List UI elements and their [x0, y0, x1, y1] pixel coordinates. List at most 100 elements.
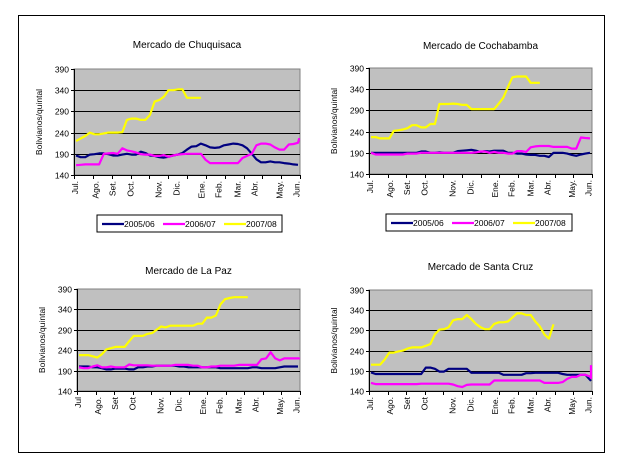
y-tick-label: 240 — [350, 128, 364, 138]
plot-area — [368, 67, 593, 175]
x-tick-label: Mar. — [526, 397, 536, 414]
x-tick-label: Oct. — [420, 180, 430, 196]
series-line-2006-07 — [78, 351, 301, 370]
y-tick-label: 190 — [55, 150, 69, 160]
legend-box — [96, 214, 283, 233]
y-tick-label: 190 — [350, 149, 364, 159]
x-tick-label: Abr. — [542, 397, 552, 412]
x-tick-label: Nov. — [156, 397, 166, 414]
y-tick-label: 290 — [58, 326, 72, 336]
x-tick-label: Oct. — [125, 181, 135, 197]
y-tick-label: 290 — [55, 107, 69, 117]
x-tick-label: Dic. — [173, 397, 183, 412]
series-line-2007-08 — [371, 312, 555, 366]
chart-title: Mercado de Chuquisaca — [133, 40, 242, 51]
x-tick-label: Nov. — [154, 181, 164, 198]
y-tick-label: 340 — [350, 306, 364, 316]
y-tick-label: 340 — [58, 305, 72, 315]
x-tick-label: May. — [567, 180, 577, 198]
x-tick-label: Abr. — [250, 397, 260, 412]
x-tick-label: Jun. — [584, 180, 594, 196]
legend-label: 2007/08 — [246, 219, 277, 229]
legend-label: 2006/07 — [185, 219, 216, 229]
x-tick-label: Ene. — [197, 181, 207, 199]
x-tick-label: Jul. — [365, 397, 375, 410]
series-line-2005-06 — [75, 142, 299, 166]
x-tick-label: Ago. — [93, 397, 103, 415]
x-tick-label: Ene. — [490, 397, 500, 415]
x-tick-label: May. — [275, 181, 285, 199]
x-tick-label: Jun. — [291, 181, 301, 197]
x-tick-label: Abr. — [542, 180, 552, 195]
y-tick-label: 140 — [55, 171, 69, 181]
legend: 2005/06 2006/07 2007/08 — [385, 213, 573, 232]
y-tick-label: 140 — [350, 170, 364, 180]
x-tick-label: Set — [110, 396, 120, 409]
x-tick-label: May. — [275, 397, 285, 415]
x-tick-label: Set — [402, 396, 412, 409]
y-tick-label: 390 — [58, 285, 72, 295]
series-line-2007-08 — [75, 88, 201, 143]
legend: 2005/06 2006/07 2007/08 — [96, 214, 283, 233]
y-tick-label: 190 — [350, 367, 364, 377]
x-tick-label: Oct — [128, 396, 138, 410]
legend-label: 2005/06 — [124, 219, 155, 229]
x-tick-label: Nov. — [448, 397, 458, 414]
y-axis-label: Bolivianos/quintal — [37, 307, 47, 373]
y-tick-label: 390 — [55, 65, 69, 75]
x-tick-label: Dic. — [172, 181, 182, 196]
x-tick-label: Feb. — [507, 180, 517, 197]
chart-2: 140 190 240 290 340 390 Jul. Ago. Set. Oct. Nov. Di… — [329, 41, 594, 232]
series-line-2006-07 — [370, 136, 591, 156]
x-tick-label: Feb. — [214, 181, 224, 198]
chart-title: Mercado de La Paz — [145, 266, 232, 277]
chart-3: 140 190 240 290 340 390 Jul Ago. Set Oct Nov. Dic. E… — [37, 266, 302, 415]
plot-area — [368, 289, 593, 392]
x-tick-label: Ago. — [385, 180, 395, 198]
y-tick-label: 290 — [350, 326, 364, 336]
x-tick-label: Set. — [402, 180, 412, 195]
x-tick-label: Dic. — [465, 397, 475, 412]
legend-label: 2007/08 — [535, 218, 566, 228]
x-tick-label: Ene. — [198, 397, 208, 415]
series-line-2006-07 — [75, 137, 301, 167]
figure-frame — [18, 15, 605, 453]
x-tick-label: Mar. — [234, 397, 244, 414]
series-line-2007-08 — [371, 75, 540, 140]
chart-title: Mercado de Santa Cruz — [428, 262, 534, 273]
x-tick-label: Jul. — [365, 180, 375, 193]
x-tick-label: Ago. — [385, 397, 395, 415]
y-tick-label: 240 — [55, 129, 69, 139]
x-tick-label: Jun. — [584, 397, 594, 413]
x-tick-label: Feb. — [215, 397, 225, 414]
y-tick-label: 390 — [350, 286, 364, 296]
x-tick-label: Mar. — [233, 181, 243, 198]
x-tick-label: Jul — [73, 397, 83, 408]
chart-1: 140 190 240 290 340 390 Jul. Ago. Set. Oct. Nov. Di… — [34, 40, 301, 233]
x-tick-label: Set. — [107, 181, 117, 196]
y-tick-label: 290 — [350, 106, 364, 116]
x-tick-label: Ene. — [490, 180, 500, 198]
y-tick-label: 140 — [58, 387, 72, 397]
x-tick-label: Abr. — [250, 181, 260, 196]
x-tick-label: May. — [567, 397, 577, 415]
series-line-2007-08 — [79, 296, 248, 359]
y-axis-label: Bolivianos/quintal — [34, 89, 44, 155]
legend-box — [385, 213, 573, 232]
y-tick-label: 340 — [55, 86, 69, 96]
y-tick-label: 240 — [58, 346, 72, 356]
y-axis-label: Bolivianos/quintal — [329, 88, 339, 154]
legend-label: 2005/06 — [413, 218, 444, 228]
y-axis-label: Bolivianos/quintal — [329, 307, 339, 373]
x-tick-label: Nov. — [448, 180, 458, 197]
x-tick-label: Jul. — [70, 181, 80, 194]
plot-area — [76, 288, 301, 392]
x-tick-label: Mar. — [526, 180, 536, 197]
x-tick-label: Oct — [420, 396, 430, 410]
x-tick-label: Feb. — [507, 397, 517, 414]
plot-area — [73, 68, 301, 176]
y-tick-label: 340 — [350, 85, 364, 95]
y-tick-label: 140 — [350, 387, 364, 397]
x-tick-label: Ago. — [90, 181, 100, 199]
series-line-2005-06 — [370, 366, 592, 382]
